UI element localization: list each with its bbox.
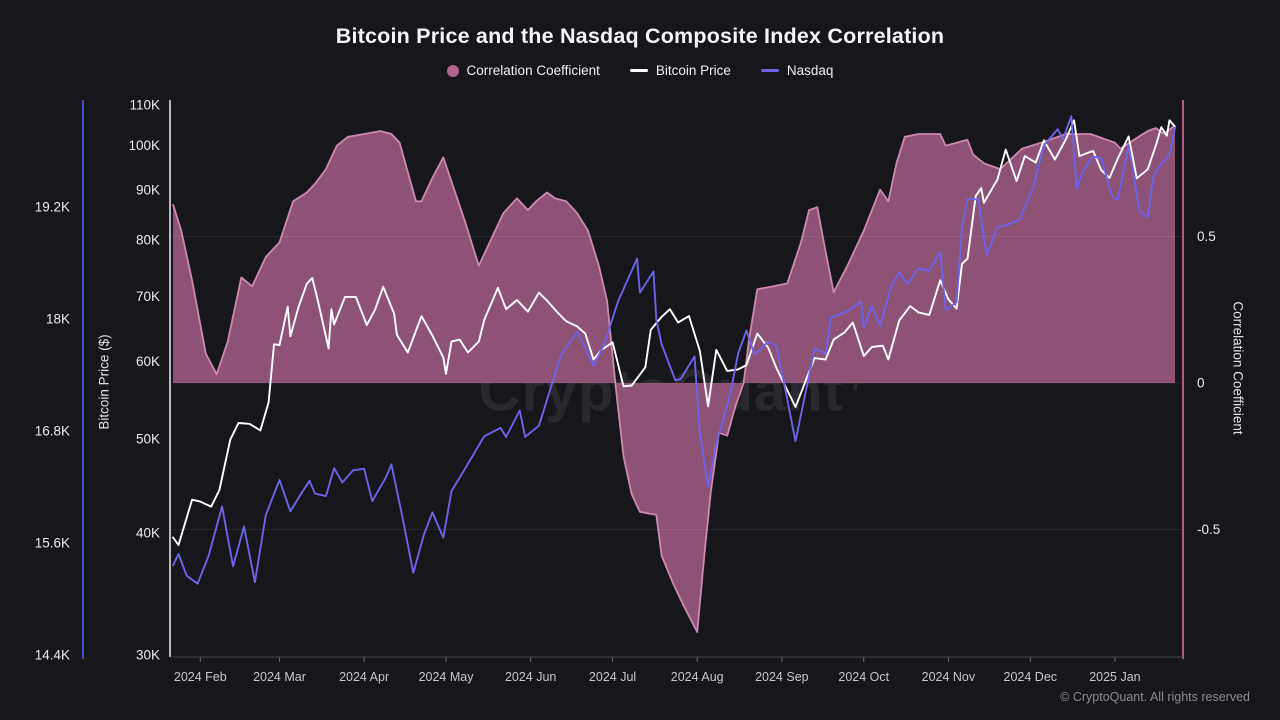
legend-item-bitcoin[interactable]: Bitcoin Price	[629, 63, 731, 78]
tick-label: -0.5	[1197, 522, 1220, 537]
nasdaq-line-series	[172, 115, 1176, 585]
correlation-area-series	[172, 124, 1176, 633]
tick-label: 70K	[136, 289, 160, 304]
tick-label: 30K	[136, 648, 160, 663]
nasdaq-axis-ticks: 19.2K 18K 16.8K 15.6K 14.4K	[35, 200, 70, 663]
tick-label: 80K	[136, 232, 160, 247]
tick-label: 2024 Jul	[589, 670, 636, 684]
tick-label: 2024 Mar	[253, 670, 306, 684]
tick-label: 2024 Feb	[174, 670, 227, 684]
legend-item-correlation[interactable]: Correlation Coefficient	[446, 63, 600, 78]
tick-label: 18K	[46, 312, 70, 327]
tick-label: 2024 Aug	[671, 670, 724, 684]
tick-label: 0.5	[1197, 229, 1216, 244]
tick-label: 40K	[136, 526, 160, 541]
correlation-swatch-icon	[446, 64, 459, 77]
copyright-note: © CryptoQuant. All rights reserved	[1060, 690, 1250, 704]
tick-label: 110K	[129, 98, 160, 113]
tick-label: 2024 Dec	[1004, 670, 1058, 684]
axis-lines	[82, 100, 1184, 659]
tick-label: 2024 Sep	[755, 670, 809, 684]
tick-label: 2024 Apr	[339, 670, 389, 684]
tick-label: 14.4K	[35, 648, 70, 663]
legend-label: Nasdaq	[786, 63, 834, 78]
legend-label: Correlation Coefficient	[466, 63, 600, 78]
tick-label: 16.8K	[35, 424, 70, 439]
page-title: Bitcoin Price and the Nasdaq Composite I…	[335, 24, 945, 48]
tick-label: 60K	[136, 354, 160, 369]
tick-label: 15.6K	[35, 536, 70, 551]
tick-label: 50K	[136, 431, 160, 446]
legend-item-nasdaq[interactable]: Nasdaq	[760, 63, 834, 78]
chart-legend: Correlation Coefficient Bitcoin Price Na…	[0, 63, 1280, 78]
correlation-axis-ticks: 0.5 0 -0.5	[1197, 229, 1220, 537]
tick-label: 19.2K	[35, 200, 70, 215]
legend-label: Bitcoin Price	[655, 63, 731, 78]
tick-label: 100K	[128, 138, 160, 153]
x-axis-ticks: 2024 Feb 2024 Mar 2024 Apr 2024 May 2024 Jun…	[174, 657, 1141, 684]
tick-label: 2024 May	[419, 670, 475, 684]
bitcoin-line-series	[172, 119, 1176, 546]
gridlines	[170, 236, 1183, 530]
tick-label: 0	[1197, 376, 1205, 391]
nasdaq-swatch-icon	[760, 69, 779, 72]
tick-label: 90K	[136, 182, 160, 197]
btc-axis-ticks: 110K 100K 90K 80K 70K 60K 50K 40K 30K	[128, 98, 160, 663]
tick-label: 2025 Jan	[1089, 670, 1140, 684]
bitcoin-swatch-icon	[629, 69, 648, 72]
tick-label: 2024 Oct	[838, 670, 889, 684]
tick-label: 2024 Jun	[505, 670, 556, 684]
tick-label: 2024 Nov	[922, 670, 976, 684]
